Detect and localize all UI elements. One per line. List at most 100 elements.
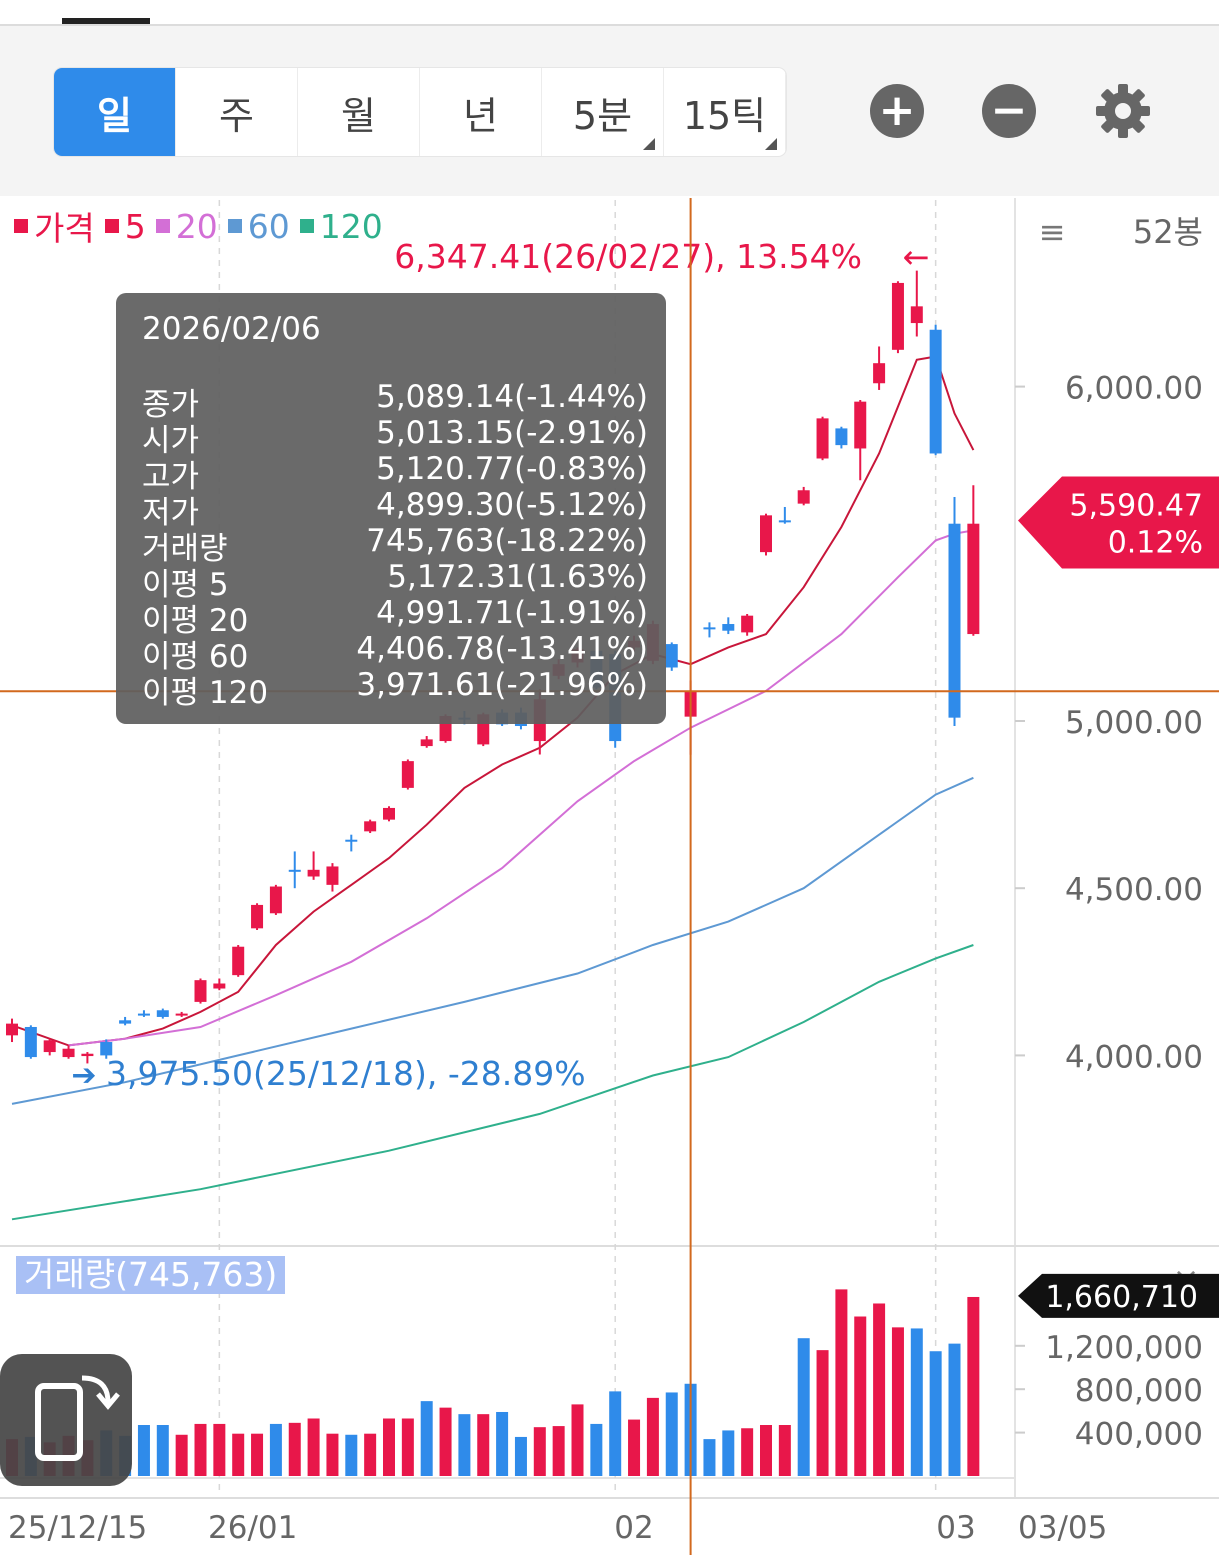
current-price-badge — [1018, 476, 1219, 569]
candle — [213, 978, 226, 991]
tab-period-5[interactable]: 15틱 — [664, 68, 786, 156]
volume-bar — [533, 1427, 546, 1476]
tab-period-1[interactable]: 주 — [176, 68, 298, 156]
crosshair-tooltip: 2026/02/06 종가 5,089.14(-1.44%) 시가 5,013.15(… — [116, 293, 666, 724]
candle — [194, 978, 207, 1004]
candle — [420, 736, 433, 748]
candle — [910, 270, 923, 337]
rotate-screen-button[interactable] — [0, 1354, 132, 1486]
candle — [156, 1008, 169, 1019]
volume-bar — [552, 1426, 565, 1476]
candle — [797, 486, 810, 506]
candle — [873, 346, 886, 390]
candle — [778, 506, 791, 524]
legend-item[interactable]: 5 — [104, 207, 146, 246]
candle-body — [967, 523, 980, 635]
tab-period-4[interactable]: 5분 — [542, 68, 664, 156]
candle-body — [156, 1010, 169, 1017]
candle — [232, 945, 245, 977]
tooltip-value: 4,406.78(-13.41%) — [356, 631, 648, 667]
tooltip-row: 이평 5 5,172.31(1.63%) — [142, 559, 648, 604]
volume-bar — [835, 1289, 848, 1476]
candle — [665, 642, 678, 671]
ma-line-ma20 — [68, 529, 974, 1047]
tooltip-value: 5,013.15(-2.91%) — [376, 415, 648, 451]
candle-body — [119, 1020, 132, 1024]
current-volume-value: 1,660,710 — [1045, 1280, 1198, 1315]
candle-body — [703, 627, 716, 630]
volume-bar — [873, 1303, 886, 1476]
tooltip-row: 고가 5,120.77(-0.83%) — [142, 451, 648, 496]
current-price-value: 5,590.47 — [1069, 489, 1203, 524]
volume-bar — [269, 1423, 282, 1476]
tab-period-0[interactable]: 일 — [54, 68, 176, 156]
tooltip-row: 저가 4,899.30(-5.12%) — [142, 487, 648, 532]
legend-label: 120 — [319, 206, 383, 246]
candle — [948, 496, 961, 727]
candle — [722, 617, 735, 635]
candle-body — [420, 739, 433, 747]
tab-period-2[interactable]: 월 — [298, 68, 420, 156]
plus-circle-icon: + — [878, 85, 916, 136]
price-tick-label: 4,500.00 — [1065, 872, 1203, 908]
candle-body — [194, 980, 207, 1002]
legend-item[interactable]: 가격 — [14, 202, 95, 250]
candle-body — [175, 1013, 188, 1016]
zoom-out-button[interactable]: − — [982, 84, 1036, 138]
price-tick-label: 4,000.00 — [1065, 1039, 1203, 1075]
rotate-screen-icon — [35, 1375, 120, 1461]
candle — [345, 834, 358, 852]
candle-body — [100, 1042, 113, 1056]
tooltip-label: 종가 — [142, 387, 200, 423]
volume-bar — [703, 1439, 716, 1476]
tab-label: 주 — [219, 93, 254, 138]
volume-bar — [948, 1343, 961, 1476]
volume-bar — [194, 1423, 207, 1476]
legend-item[interactable]: 60 — [227, 207, 290, 246]
legend-item[interactable]: 120 — [299, 206, 383, 246]
candle-body — [213, 983, 226, 989]
legend-label: 20 — [175, 206, 218, 246]
candle-body — [137, 1013, 150, 1016]
legend-item[interactable]: 20 — [155, 206, 218, 246]
candle-body — [383, 807, 395, 820]
candle-body — [854, 401, 867, 449]
candle-body — [307, 869, 320, 877]
current-price-change: 0.12% — [1108, 526, 1203, 561]
tab-period-3[interactable]: 년 — [420, 68, 542, 156]
tooltip-value: 4,899.30(-5.12%) — [376, 487, 648, 523]
volume-bar — [307, 1418, 320, 1476]
legend-swatch — [155, 219, 170, 233]
volume-bar — [741, 1428, 754, 1476]
volume-bar — [232, 1433, 245, 1476]
zoom-in-button[interactable]: + — [870, 84, 924, 138]
candle-body — [232, 946, 245, 976]
tooltip-value: 5,089.14(-1.44%) — [376, 379, 648, 415]
candle-body — [24, 1026, 37, 1058]
bars-count-label: 52봉 — [1133, 213, 1203, 251]
candle — [854, 399, 867, 481]
volume-bar — [609, 1391, 622, 1476]
volume-bar — [477, 1414, 490, 1476]
candle-body — [251, 904, 264, 929]
volume-bar — [816, 1350, 829, 1476]
low-arrow-icon: ➔ — [71, 1058, 96, 1093]
candle-body — [62, 1048, 75, 1058]
candle — [6, 1018, 18, 1043]
volume-bar — [439, 1407, 452, 1476]
candle — [24, 1025, 37, 1059]
candle-body — [6, 1023, 18, 1036]
candle-body — [269, 886, 282, 914]
tab-label: 5분 — [572, 93, 633, 138]
candle — [760, 513, 772, 556]
candle — [175, 1011, 188, 1017]
candle — [383, 806, 395, 822]
candle — [81, 1052, 94, 1064]
candle-body — [364, 821, 377, 832]
volume-bar — [646, 1397, 659, 1476]
chart-toolbar: 일 주 월 년 5분 15틱 + − — [0, 26, 1219, 196]
gear-icon[interactable] — [1094, 82, 1152, 140]
volume-bar — [665, 1392, 678, 1476]
candle-body — [760, 515, 772, 553]
tooltip-value: 745,763(-18.22%) — [366, 523, 648, 559]
